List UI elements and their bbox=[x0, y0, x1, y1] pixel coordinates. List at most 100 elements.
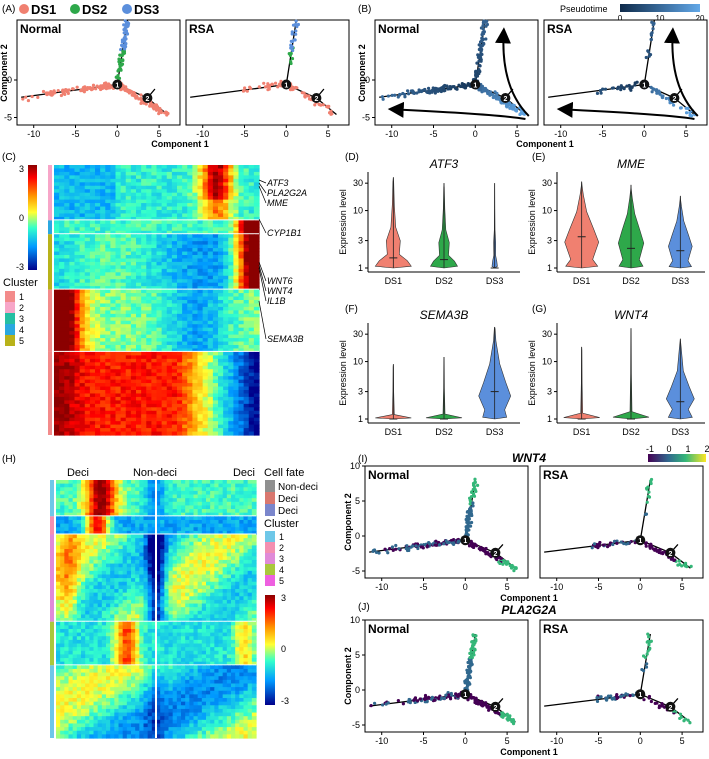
c-heatmap-cell bbox=[100, 175, 106, 180]
c-heatmap-cell bbox=[74, 289, 81, 294]
c-heatmap-cell bbox=[182, 178, 188, 183]
c-heatmap-cell bbox=[161, 379, 168, 384]
panel-c-cluster-swatch-2 bbox=[5, 302, 15, 313]
c-heatmap-cell bbox=[233, 203, 240, 208]
c-heatmap-cell bbox=[156, 210, 163, 215]
c-heatmap-cell bbox=[59, 379, 65, 384]
c-heatmap-cell bbox=[59, 286, 65, 291]
c-heatmap-cell bbox=[197, 230, 204, 235]
c-heatmap-cell bbox=[115, 410, 122, 415]
c-heatmap-cell bbox=[151, 396, 158, 401]
c-heatmap-cell bbox=[238, 306, 245, 311]
h-heatmap-cell bbox=[222, 494, 228, 499]
c-heatmap-cell bbox=[146, 320, 152, 325]
c-heatmap-cell bbox=[223, 403, 229, 408]
h-heatmap-cell bbox=[85, 519, 90, 525]
h-heatmap-cell bbox=[243, 494, 249, 499]
c-heatmap-cell bbox=[166, 265, 173, 270]
c-heatmap-cell bbox=[141, 320, 147, 325]
c-heatmap-cell bbox=[228, 171, 234, 176]
c-heatmap-cell bbox=[238, 403, 245, 408]
c-heatmap-cell bbox=[125, 282, 132, 287]
c-heatmap-cell bbox=[223, 248, 229, 253]
b-rsa-cell-point bbox=[644, 55, 648, 60]
h-heatmap-cell bbox=[176, 538, 182, 543]
h-heatmap-cell bbox=[135, 519, 140, 525]
c-heatmap-cell bbox=[202, 279, 209, 284]
c-heatmap-cell bbox=[100, 255, 106, 260]
c-heatmap-cell bbox=[171, 400, 178, 405]
c-heatmap-cell bbox=[95, 324, 101, 329]
c-heatmap-cell bbox=[89, 234, 96, 239]
h-heatmap-cell bbox=[164, 494, 170, 499]
c-heatmap-cell bbox=[171, 272, 178, 277]
c-heatmap-cell bbox=[248, 300, 255, 305]
h-heatmap-cell bbox=[218, 523, 224, 528]
c-heatmap-cell bbox=[64, 365, 70, 370]
c-heatmap-cell bbox=[182, 372, 188, 377]
c-heatmap-cell bbox=[74, 175, 81, 180]
c-heatmap-cell bbox=[146, 355, 152, 360]
c-heatmap-cell bbox=[156, 410, 163, 415]
h-heatmap-cell bbox=[189, 501, 195, 507]
c-heatmap-cell bbox=[207, 165, 214, 170]
c-heatmap-cell bbox=[248, 341, 255, 346]
c-heatmap-cell bbox=[212, 390, 219, 395]
c-heatmap-cell bbox=[79, 351, 86, 356]
h-heatmap-cell bbox=[197, 480, 203, 485]
h-heatmap-cell bbox=[251, 541, 257, 546]
c-heatmap-cell bbox=[218, 345, 224, 350]
c-heatmap-cell bbox=[84, 213, 91, 218]
c-heatmap-cell bbox=[141, 414, 147, 419]
c-heatmap-cell bbox=[151, 300, 158, 305]
h-heatmap-cell bbox=[206, 498, 211, 503]
h-heatmap-cell bbox=[106, 516, 111, 521]
c-heatmap-cell bbox=[218, 241, 224, 246]
c-heatmap-cell bbox=[182, 396, 188, 401]
c-heatmap-cell bbox=[202, 237, 209, 242]
c-heatmap-cell bbox=[125, 248, 132, 253]
h-heatmap-cell bbox=[189, 483, 195, 488]
h-heatmap-cell bbox=[81, 545, 86, 550]
c-heatmap-cell bbox=[141, 313, 147, 318]
c-heatmap-cell bbox=[105, 189, 111, 194]
a-rsa-cell-point bbox=[289, 46, 293, 50]
c-heatmap-cell bbox=[248, 268, 255, 273]
c-heatmap-cell bbox=[187, 255, 193, 260]
a-normal-x-tick-label: 5 bbox=[157, 129, 162, 139]
c-heatmap-cell bbox=[125, 331, 132, 336]
h-heatmap-cell bbox=[126, 494, 132, 499]
c-heatmap-cell bbox=[177, 178, 183, 183]
c-heatmap-cell bbox=[212, 396, 219, 401]
c-heatmap-cell bbox=[59, 251, 65, 256]
c-heatmap-cell bbox=[192, 210, 199, 215]
h-heatmap-cell bbox=[118, 549, 124, 554]
c-heatmap-cell bbox=[95, 265, 101, 270]
a-normal-cell-point bbox=[67, 88, 71, 92]
gene-leader-WNT4 bbox=[258, 264, 267, 292]
c-heatmap-cell bbox=[202, 265, 209, 270]
c-heatmap-cell bbox=[146, 251, 152, 256]
h-heatmap-cell bbox=[197, 523, 203, 528]
c-heatmap-cell bbox=[115, 220, 122, 225]
b-rsa-arrow bbox=[664, 27, 699, 117]
h-heatmap-cell bbox=[222, 501, 228, 507]
c-heatmap-cell bbox=[207, 223, 214, 228]
h-heatmap-cell bbox=[176, 505, 182, 510]
c-heatmap-cell bbox=[166, 369, 173, 374]
c-heatmap-cell bbox=[197, 310, 204, 315]
h-heatmap-cell bbox=[110, 480, 115, 485]
c-heatmap-cell bbox=[253, 203, 260, 208]
c-heatmap-cell bbox=[212, 258, 219, 263]
h-heatmap-cell bbox=[189, 516, 195, 521]
c-heatmap-cell bbox=[79, 178, 86, 183]
c-heatmap-cell bbox=[120, 282, 127, 287]
c-heatmap-cell bbox=[166, 206, 173, 211]
c-heatmap-cell bbox=[248, 431, 255, 436]
violin-d-x-tick-label-DS2: DS2 bbox=[435, 276, 453, 286]
h-heatmap-cell bbox=[93, 534, 99, 539]
c-heatmap-cell bbox=[79, 331, 86, 336]
c-heatmap-cell bbox=[89, 334, 96, 339]
c-heatmap-cell bbox=[238, 289, 245, 294]
c-heatmap-cell bbox=[125, 341, 132, 346]
